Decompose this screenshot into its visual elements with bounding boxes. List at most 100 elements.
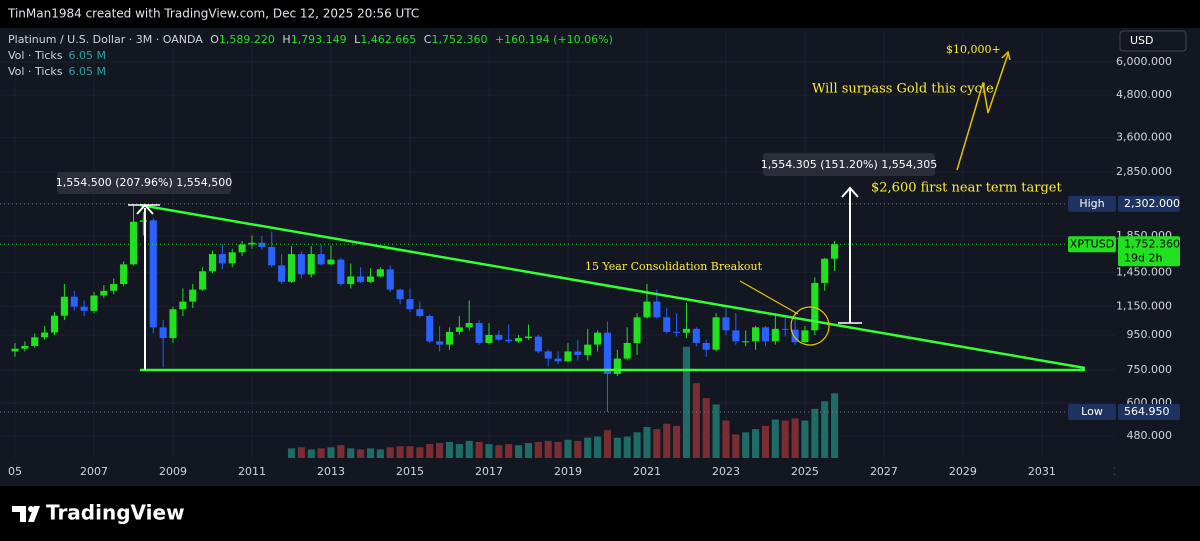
candle-body xyxy=(278,265,286,282)
candle-body xyxy=(258,242,266,248)
candle-body xyxy=(436,341,444,345)
volume-bar xyxy=(702,398,710,458)
volume-bar xyxy=(761,425,770,458)
volume-bar xyxy=(584,437,592,458)
ohlc-key: H xyxy=(282,33,290,46)
candle-body xyxy=(584,344,592,355)
candle-body xyxy=(297,254,305,275)
marker-sub: 19d 2h xyxy=(1124,251,1162,264)
volume-bar xyxy=(692,383,700,458)
candle-body xyxy=(120,264,128,285)
candle-body xyxy=(100,290,108,296)
y-tick-label: 3,600.000 xyxy=(1116,131,1172,144)
candle-body xyxy=(633,317,641,343)
volume-bar xyxy=(781,420,789,458)
candle-body xyxy=(445,331,454,345)
candle-body xyxy=(406,299,414,310)
y-tick-label: 750.000 xyxy=(1127,363,1173,376)
candle-body xyxy=(554,358,562,362)
symbol: Platinum / U.S. Dollar · 3M · OANDA xyxy=(8,33,203,46)
candle-body xyxy=(673,331,681,333)
candle-body xyxy=(613,358,621,374)
volume-bar xyxy=(623,436,631,458)
candle-body xyxy=(11,348,19,352)
candle-body xyxy=(801,330,809,343)
volume-bar xyxy=(455,444,463,458)
volume-bar xyxy=(603,430,612,458)
candle-body xyxy=(564,351,572,362)
candle-body xyxy=(268,247,276,266)
candle-body xyxy=(179,301,187,310)
candle-body xyxy=(771,328,779,342)
x-tick-label: 2017 xyxy=(475,465,503,478)
volume-bar xyxy=(564,439,572,458)
volume-bar xyxy=(475,441,483,458)
candle-body xyxy=(712,317,720,350)
candle-body xyxy=(821,258,829,283)
volume-bar xyxy=(633,432,641,458)
x-tick-label: 2009 xyxy=(159,465,187,478)
vol-value: 6.05 M xyxy=(69,65,106,78)
marker-label: Low xyxy=(1081,405,1103,418)
volume-bar xyxy=(297,447,305,458)
candle-body xyxy=(574,351,582,355)
x-tick-label: 2007 xyxy=(80,465,108,478)
volume-bar xyxy=(752,429,760,458)
footer-logo: TradingView xyxy=(12,501,185,525)
ohlc-key: L xyxy=(354,33,361,46)
y-tick-label: 1,450.000 xyxy=(1116,265,1172,278)
candle-body xyxy=(781,328,789,330)
volume-bar xyxy=(554,441,562,458)
arrow-head xyxy=(1001,50,1011,61)
volume-bar xyxy=(801,420,809,458)
candle-body xyxy=(475,322,483,343)
y-tick-label: 480.000 xyxy=(1127,429,1173,442)
candle-body xyxy=(366,276,375,282)
highlight-circle xyxy=(790,306,830,346)
logo-dot xyxy=(28,506,34,512)
volume-bar xyxy=(337,445,345,458)
marker-value: 1,752.360 xyxy=(1124,237,1180,250)
candle-body xyxy=(327,259,335,265)
candle-body xyxy=(287,254,296,282)
trend-line xyxy=(139,203,1086,370)
candle-body xyxy=(534,336,542,352)
volume-bar xyxy=(791,418,799,458)
candle-body xyxy=(742,341,750,343)
volume-bar xyxy=(643,426,651,458)
candle-body xyxy=(238,244,246,253)
candle-body xyxy=(515,338,523,342)
candle-body xyxy=(643,301,651,318)
candle-body xyxy=(90,295,98,311)
annotation: 15 Year Consolidation Breakout xyxy=(585,260,763,273)
candle-body xyxy=(307,254,315,275)
volume-bar xyxy=(515,445,523,458)
candle-body xyxy=(524,336,533,339)
volume-bar xyxy=(317,448,325,458)
volume-bar xyxy=(287,448,296,458)
candle-body xyxy=(791,329,799,343)
marker-value: 2,302.000 xyxy=(1124,197,1180,210)
annotation-box xyxy=(763,153,935,176)
volume-bar xyxy=(436,443,444,458)
volume-bar xyxy=(574,440,582,458)
volume-bar xyxy=(544,440,552,458)
currency-button[interactable] xyxy=(1119,30,1187,52)
annotation: 1,554.305 (151.20%) 1,554,305 xyxy=(761,158,937,171)
volume-bar xyxy=(505,444,513,458)
candle-body xyxy=(189,289,197,302)
candle-body xyxy=(70,296,78,307)
y-tick-label: 6,000.000 xyxy=(1116,55,1172,68)
candle-body xyxy=(129,221,138,265)
candle-body xyxy=(722,317,730,331)
x-tick-label: 2029 xyxy=(949,465,977,478)
candle-body xyxy=(199,271,207,290)
candle-body xyxy=(485,334,493,343)
candle-body xyxy=(732,330,740,342)
x-tick-label: 2031 xyxy=(1028,465,1056,478)
x-tick-label: 2027 xyxy=(870,465,898,478)
currency: USD xyxy=(1130,34,1154,47)
volume-bar xyxy=(396,446,404,458)
volume-bar xyxy=(682,346,691,458)
volume-bar xyxy=(732,434,740,458)
